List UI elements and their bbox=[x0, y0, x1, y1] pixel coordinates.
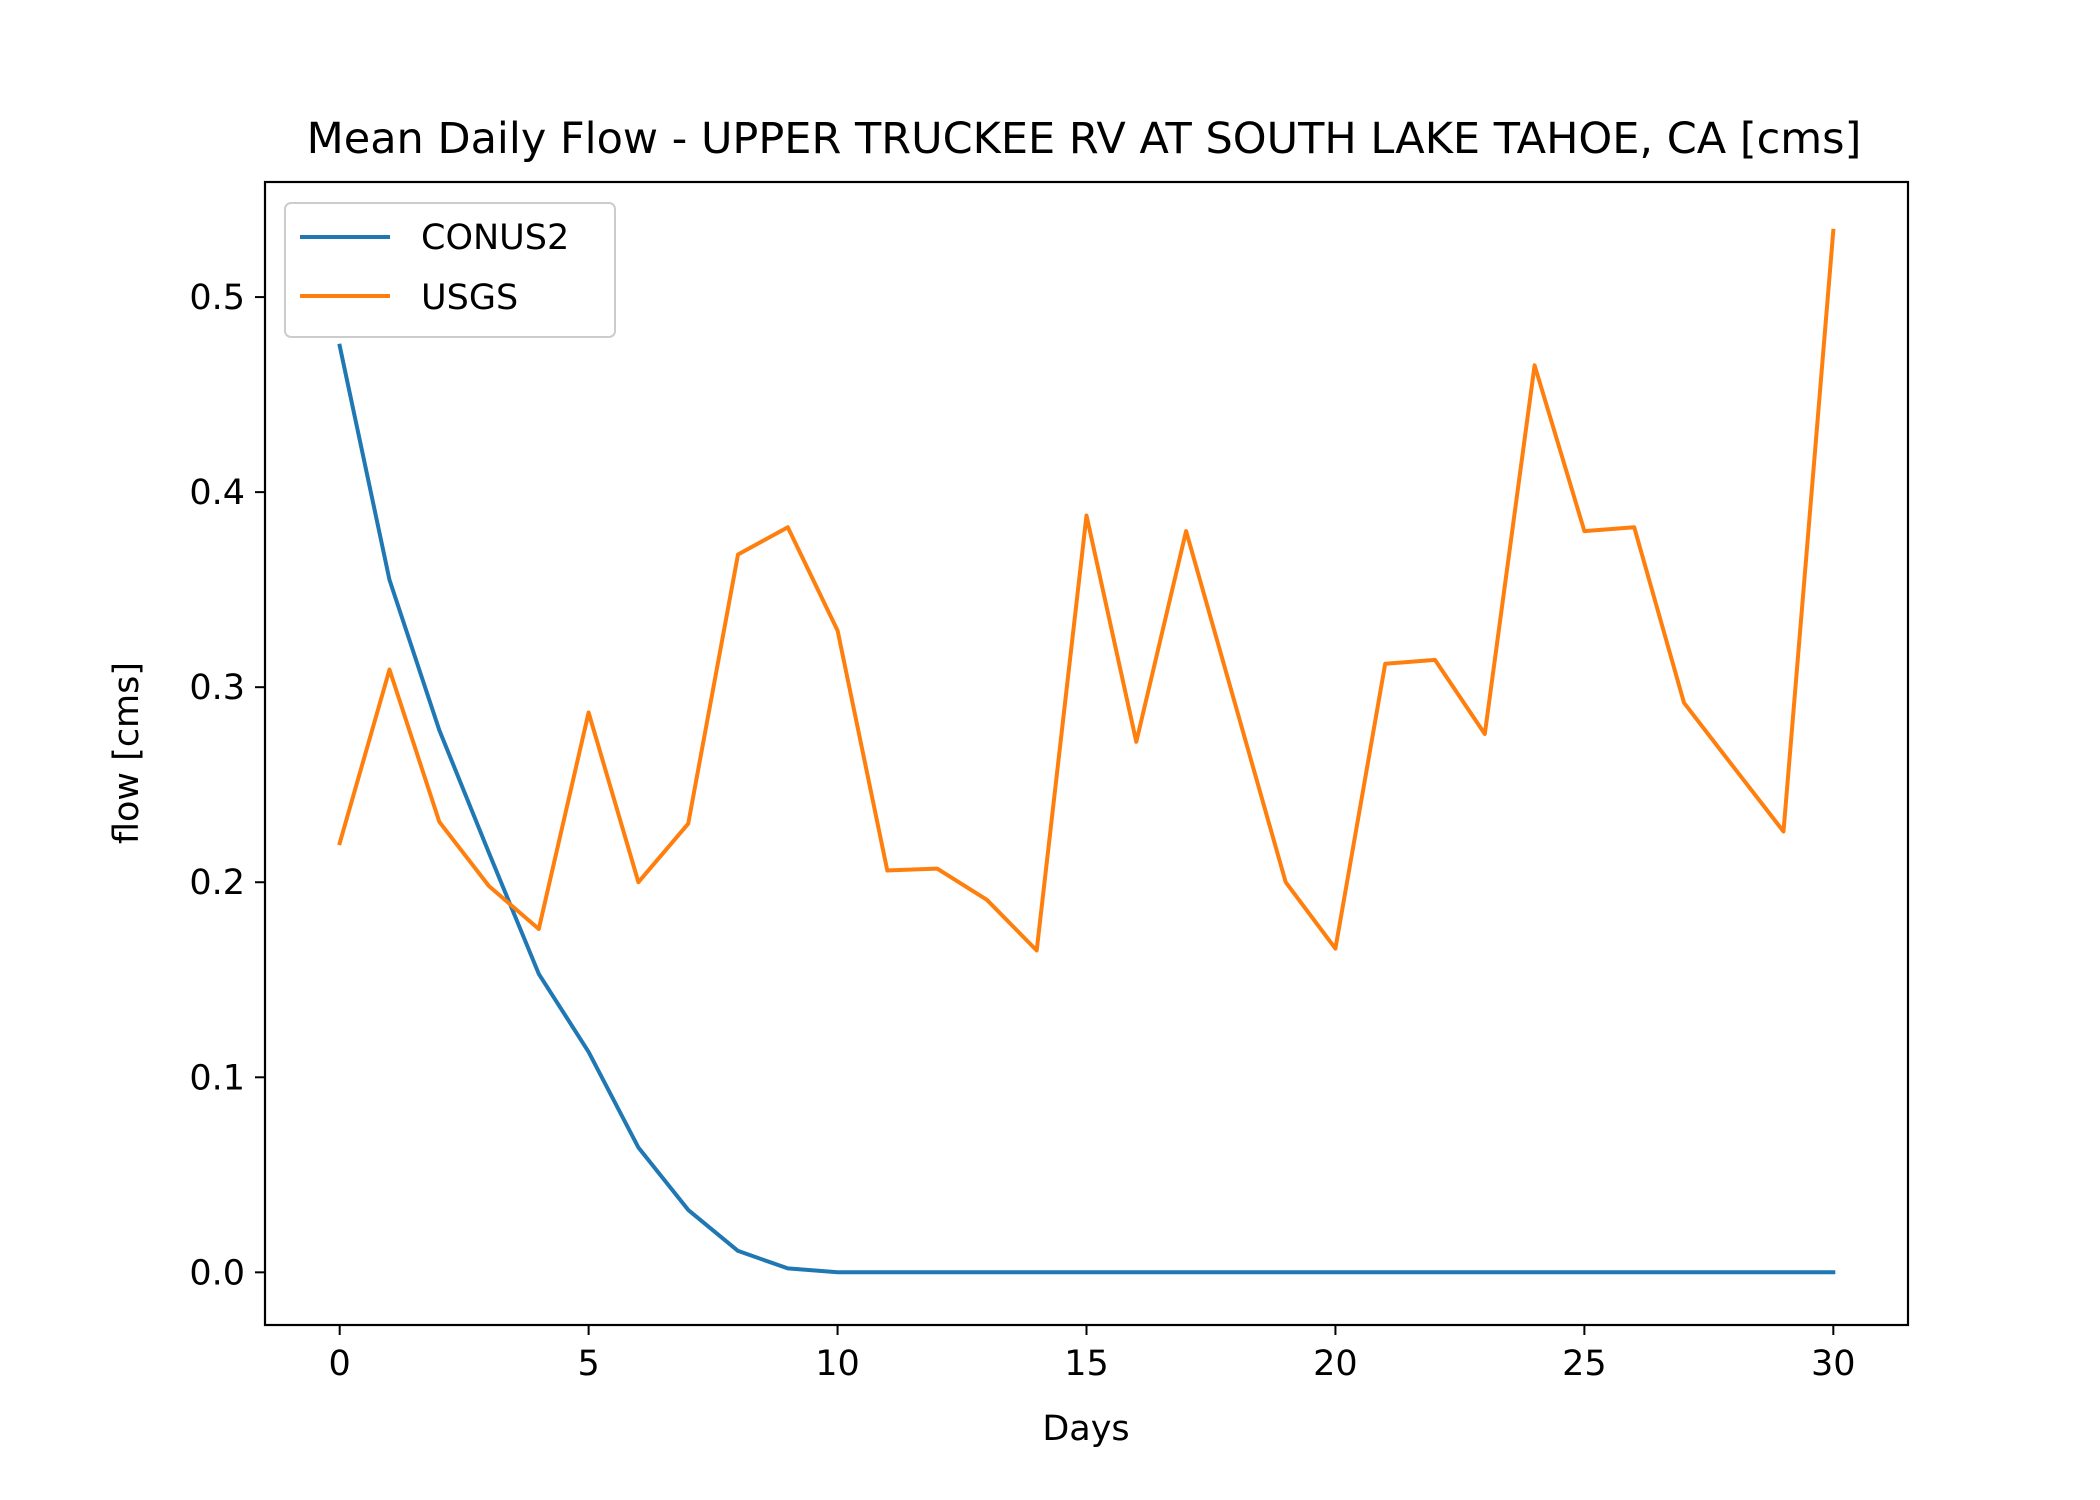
legend-label-usgs: USGS bbox=[421, 278, 518, 318]
y-tick-label: 0.1 bbox=[189, 1058, 245, 1098]
legend: CONUS2 USGS bbox=[284, 202, 616, 338]
y-axis-label: flow [cms] bbox=[107, 662, 147, 844]
x-axis-label: Days bbox=[1042, 1409, 1129, 1449]
y-axis-ticks: 0.0 0.1 0.2 0.3 0.4 0.5 bbox=[189, 278, 265, 1293]
x-tick-label: 0 bbox=[329, 1344, 351, 1384]
y-tick-label: 0.2 bbox=[189, 863, 245, 903]
legend-label-conus2: CONUS2 bbox=[421, 218, 569, 258]
y-tick-label: 0.5 bbox=[189, 278, 245, 318]
series-layer bbox=[337, 228, 1836, 1275]
x-tick-label: 30 bbox=[1811, 1344, 1856, 1384]
chart-title: Mean Daily Flow - UPPER TRUCKEE RV AT SO… bbox=[307, 114, 1862, 164]
x-tick-label: 20 bbox=[1313, 1344, 1358, 1384]
x-tick-label: 10 bbox=[815, 1344, 860, 1384]
y-tick-label: 0.4 bbox=[189, 473, 245, 513]
x-tick-label: 5 bbox=[577, 1344, 599, 1384]
y-tick-label: 0.0 bbox=[189, 1253, 245, 1293]
y-tick-label: 0.3 bbox=[189, 668, 245, 708]
series-line-usgs bbox=[337, 228, 1836, 953]
x-tick-label: 15 bbox=[1064, 1344, 1109, 1384]
series-line-conus2 bbox=[337, 343, 1836, 1275]
x-axis-ticks: 0 5 10 15 20 25 30 bbox=[329, 1325, 1856, 1384]
x-tick-label: 25 bbox=[1562, 1344, 1607, 1384]
